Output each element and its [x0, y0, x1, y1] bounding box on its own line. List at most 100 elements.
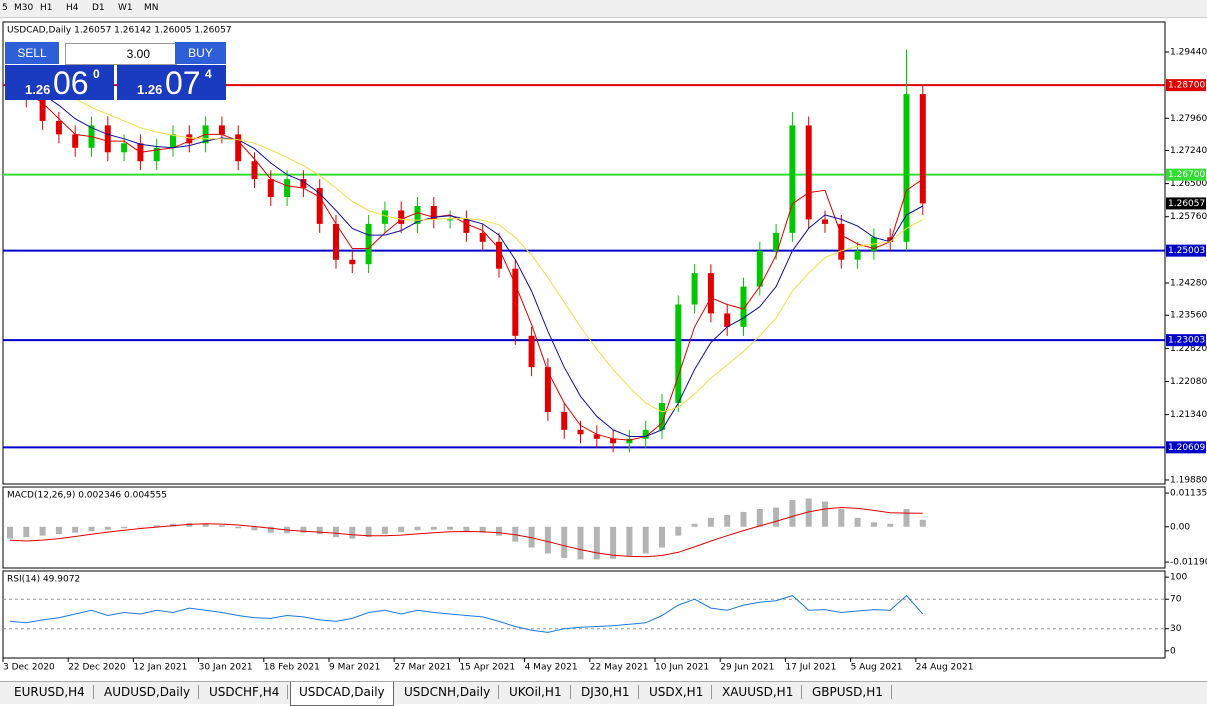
macd-bar [218, 525, 225, 527]
chart-window: USDCAD,Daily 1.26057 1.26142 1.26005 1.2… [2, 21, 1207, 673]
chart-tab[interactable]: DJ30,H1 [573, 685, 639, 699]
x-tick-label: 24 Aug 2021 [916, 663, 974, 673]
candle-body [284, 179, 291, 198]
buy-quote[interactable]: 1.26 07 4 [117, 65, 226, 101]
panel-frame [2, 486, 1166, 569]
price-level-tag [1166, 168, 1206, 181]
macd-bar [870, 522, 877, 527]
timeframe-button[interactable]: W1 [118, 3, 133, 13]
x-tick-label: 4 May 2021 [525, 663, 578, 673]
candle-body [610, 438, 617, 444]
chart-tab[interactable]: USDCNH,Daily [396, 685, 500, 699]
price-level-label: 1.23003 [1168, 336, 1205, 346]
sell-button[interactable]: SELL [5, 42, 59, 64]
macd-bar [349, 526, 356, 539]
macd-bar [300, 526, 307, 533]
panel-title: USDCAD,Daily 1.26057 1.26142 1.26005 1.2… [7, 26, 232, 36]
candle-body [479, 232, 486, 242]
y-tick-label: 70 [1170, 595, 1182, 605]
candle-body [887, 237, 894, 242]
macd-bar [430, 526, 437, 530]
macd-bar [496, 526, 502, 536]
price-level-label: 1.25003 [1168, 246, 1205, 256]
candle-body [55, 120, 62, 135]
macd-bar [447, 526, 454, 530]
x-tick-label: 30 Jan 2021 [199, 663, 253, 673]
candle-body [919, 94, 926, 204]
buy-button[interactable]: BUY [175, 42, 226, 64]
macd-bar [528, 526, 535, 548]
macd-bar [23, 526, 30, 538]
timeframe-button[interactable]: D1 [92, 3, 105, 13]
macd-bar [642, 526, 649, 554]
candle-body [528, 335, 535, 368]
candle-body [544, 367, 551, 412]
y-tick-label: 0 [1170, 646, 1176, 656]
macd-bar [789, 500, 796, 527]
candle-body [593, 434, 600, 439]
timeframe-button[interactable]: M30 [14, 3, 34, 13]
chart-tab[interactable]: EURUSD,H4 [6, 685, 94, 699]
price-level-tag [1166, 79, 1206, 92]
macd-bar [512, 526, 519, 542]
indicator-line [9, 506, 923, 558]
price-level-tag [1166, 441, 1206, 454]
candle-body [398, 210, 405, 224]
chart-tab[interactable]: USDCHF,H4 [201, 685, 289, 699]
macd-bar [626, 526, 633, 557]
chart-tab[interactable]: GBPUSD,H1 [804, 685, 892, 699]
timeframe-button[interactable]: 5 [2, 3, 8, 13]
sell-quote[interactable]: 1.26 06 0 [5, 65, 114, 101]
panel-title: MACD(12,26,9) 0.002346 0.004555 [7, 491, 167, 501]
candle-body [170, 134, 176, 148]
x-tick-label: 12 Jan 2021 [133, 663, 187, 673]
y-tick-label: 1.22080 [1170, 377, 1207, 387]
y-tick-label: 1.25760 [1170, 212, 1207, 222]
candle-body [300, 179, 307, 189]
macd-bar [919, 519, 926, 527]
candle-body [854, 250, 861, 260]
candle-body [626, 438, 633, 444]
candle-body [512, 268, 519, 336]
chart-tab[interactable]: AUDUSD,Daily [96, 685, 200, 699]
macd-bar [202, 523, 209, 527]
chart-tab[interactable]: XAUUSD,H1 [714, 685, 803, 699]
current-price-label: 1.26057 [1168, 199, 1205, 209]
candle-body [121, 143, 128, 153]
y-tick-label: 1.24280 [1170, 278, 1207, 288]
macd-bar [593, 526, 600, 560]
trade-panel: SELL 3.00 BUY 1.26 06 0 1.26 07 4 [5, 42, 226, 101]
price-level-label: 1.26700 [1168, 170, 1205, 180]
macd-bar [398, 526, 405, 533]
lot-input[interactable]: 3.00 [65, 43, 177, 65]
candle-body [577, 429, 584, 435]
x-tick-label: 22 May 2021 [590, 663, 649, 673]
chart-tab[interactable]: USDX,H1 [641, 685, 713, 699]
indicator-line [9, 594, 924, 633]
chart-tab[interactable]: UKOil,H1 [501, 685, 571, 699]
y-tick-label: 0.00 [1170, 522, 1190, 532]
price-level-label: 1.20609 [1168, 443, 1205, 453]
price-small: 4 [205, 67, 212, 81]
chart-tab[interactable]: USDCAD,Daily [290, 682, 394, 706]
candle-body [463, 219, 470, 233]
price-main: 07 [165, 65, 201, 101]
macd-bar [854, 517, 861, 527]
macd-bar [153, 525, 160, 527]
y-tick-label: -0.01190 [1170, 558, 1207, 568]
y-tick-label: 1.27240 [1170, 146, 1207, 156]
price-main: 06 [53, 65, 89, 101]
y-tick-label: 1.19880 [1170, 475, 1207, 485]
candle-body [659, 402, 665, 430]
macd-bar [707, 517, 714, 527]
timeframe-button[interactable]: H1 [40, 3, 53, 13]
candle-body [349, 259, 356, 265]
x-tick-label: 29 Jun 2021 [720, 663, 774, 673]
timeframe-button[interactable]: MN [144, 3, 159, 13]
macd-bar [838, 508, 845, 527]
candle-body [72, 134, 79, 148]
x-tick-label: 3 Dec 2020 [3, 663, 55, 673]
timeframe-button[interactable]: H4 [66, 3, 79, 13]
y-tick-label: 100 [1170, 573, 1187, 583]
